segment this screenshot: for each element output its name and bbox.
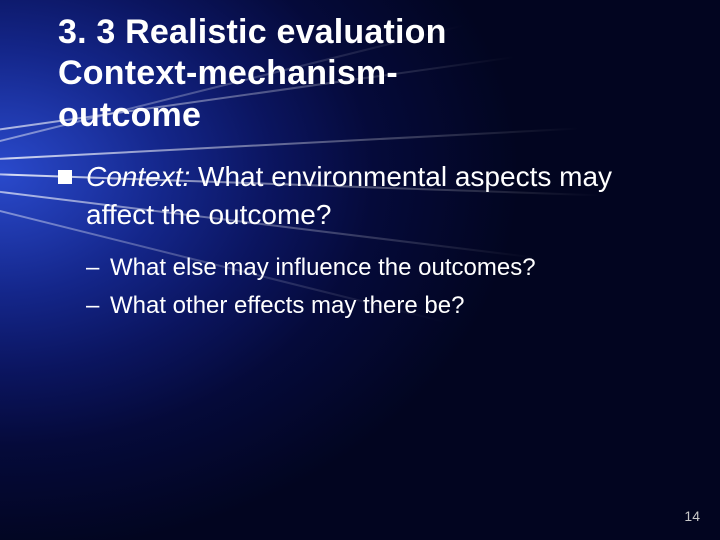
sub-bullet-text: What other effects may there be?	[110, 292, 464, 319]
bullet-level-1: Context: What environmental aspects may …	[86, 158, 670, 234]
slide-title: 3. 3 Realistic evaluation Context-mechan…	[58, 12, 680, 136]
dash-bullet-icon: –	[86, 252, 99, 284]
context-lead: Context:	[86, 161, 190, 192]
slide: 3. 3 Realistic evaluation Context-mechan…	[0, 0, 720, 540]
page-number: 14	[684, 508, 700, 524]
slide-body: Context: What environmental aspects may …	[86, 158, 670, 328]
dash-bullet-icon: –	[86, 290, 99, 322]
title-line: outcome	[58, 96, 201, 134]
bullet-level-2: – What else may influence the outcomes?	[86, 252, 670, 284]
title-line: 3. 3 Realistic evaluation	[58, 13, 447, 51]
square-bullet-icon	[58, 170, 72, 184]
bullet-level-2: – What other effects may there be?	[86, 290, 670, 322]
sub-bullet-text: What else may influence the outcomes?	[110, 254, 536, 281]
title-line: Context-mechanism-	[58, 54, 398, 92]
